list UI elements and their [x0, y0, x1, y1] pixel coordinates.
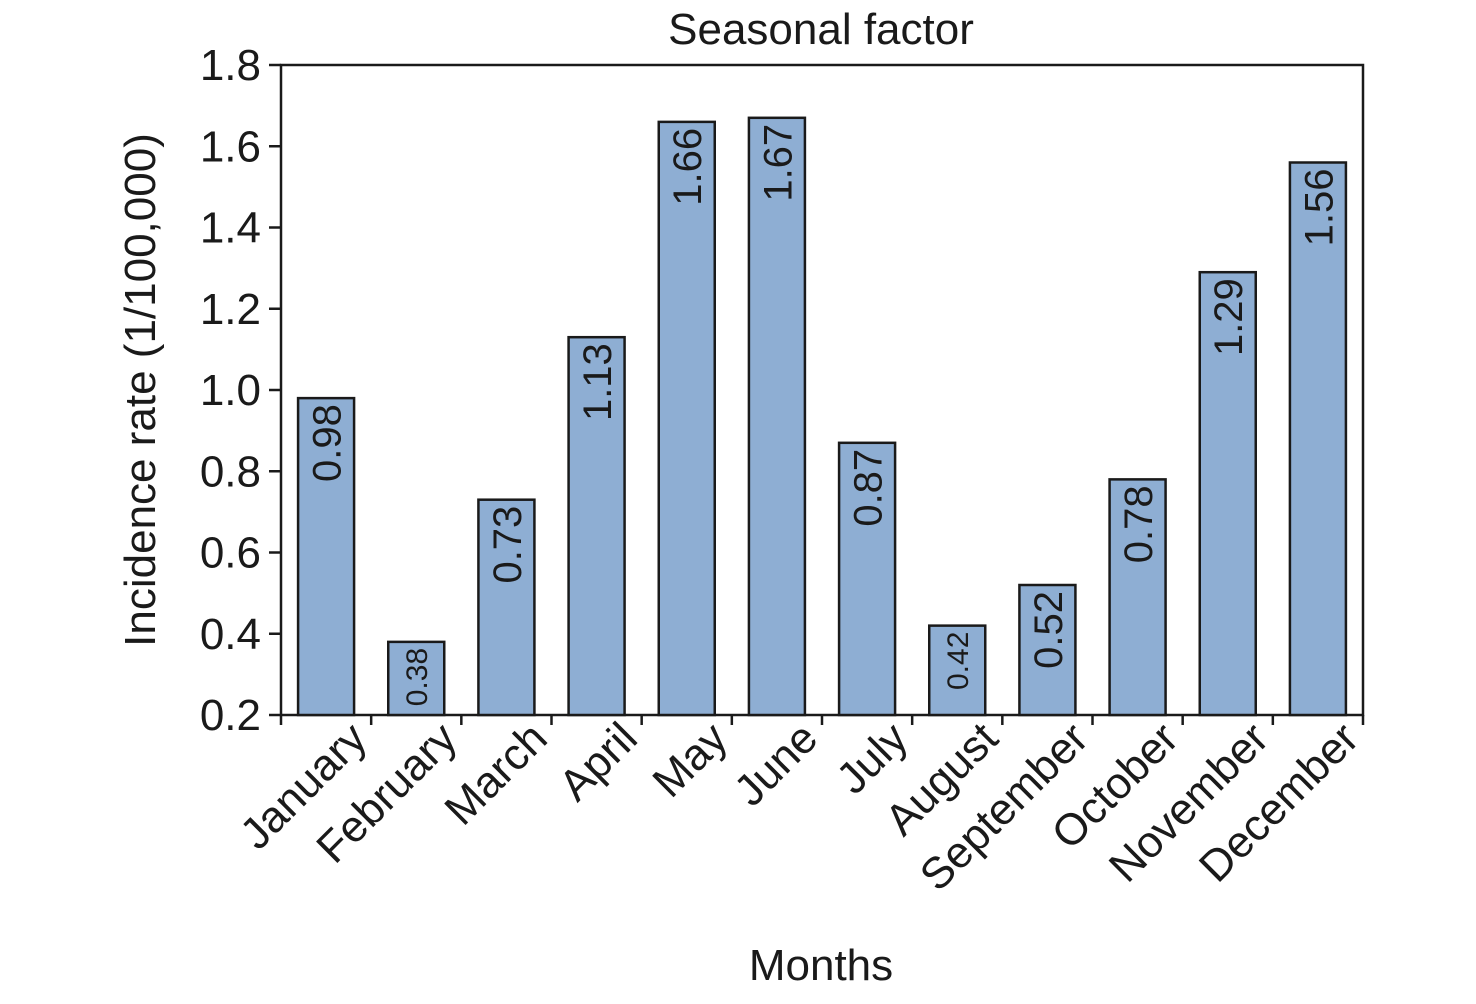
data-label-november: 1.29	[1207, 278, 1251, 356]
y-tick-label: 1.6	[200, 122, 261, 171]
data-label-may: 1.66	[666, 128, 710, 206]
bar-april[interactable]	[567, 335, 626, 717]
x-tick-label-june: June	[725, 713, 827, 815]
y-tick-label: 0.6	[200, 529, 261, 578]
chart-title: Seasonal factor	[668, 5, 974, 54]
y-tick-label: 1.2	[200, 285, 261, 334]
y-tick-label: 1.8	[200, 41, 261, 90]
y-tick-label: 0.2	[200, 691, 261, 740]
plot-area: 0.20.40.60.81.01.21.41.61.80.98January0.…	[200, 41, 1368, 900]
data-label-july: 0.87	[846, 449, 890, 527]
y-tick-label: 1.4	[200, 204, 261, 253]
bar-september[interactable]	[1018, 583, 1077, 717]
bar-november[interactable]	[1198, 270, 1257, 717]
data-label-october: 0.78	[1117, 485, 1161, 563]
bar-january[interactable]	[296, 396, 356, 717]
bar-october[interactable]	[1108, 478, 1167, 717]
y-tick-label: 1.0	[200, 366, 261, 415]
data-label-january: 0.98	[305, 404, 349, 482]
data-label-december: 1.56	[1297, 169, 1341, 247]
data-label-march: 0.73	[486, 506, 530, 584]
x-tick-label-april: April	[550, 713, 647, 810]
y-tick-label: 0.4	[200, 610, 261, 659]
bar-july[interactable]	[837, 441, 897, 717]
x-axis-label: Months	[749, 941, 893, 990]
bar-may[interactable]	[657, 120, 716, 717]
bar-march[interactable]	[477, 498, 536, 717]
data-label-february: 0.38	[401, 648, 434, 706]
bar-june[interactable]	[747, 116, 807, 717]
data-label-april: 1.13	[576, 343, 620, 421]
y-tick-label: 0.8	[200, 447, 261, 496]
bar-february[interactable]	[387, 640, 446, 717]
x-tick-label-march: March	[435, 713, 556, 834]
data-label-august: 0.42	[942, 632, 975, 690]
data-label-september: 0.52	[1027, 591, 1071, 669]
x-tick-label-may: May	[643, 713, 736, 806]
bar-december[interactable]	[1288, 161, 1348, 717]
data-label-june: 1.67	[756, 124, 800, 202]
bar-august[interactable]	[928, 624, 987, 717]
y-axis-label: Incidence rate (1/100,000)	[116, 133, 165, 647]
